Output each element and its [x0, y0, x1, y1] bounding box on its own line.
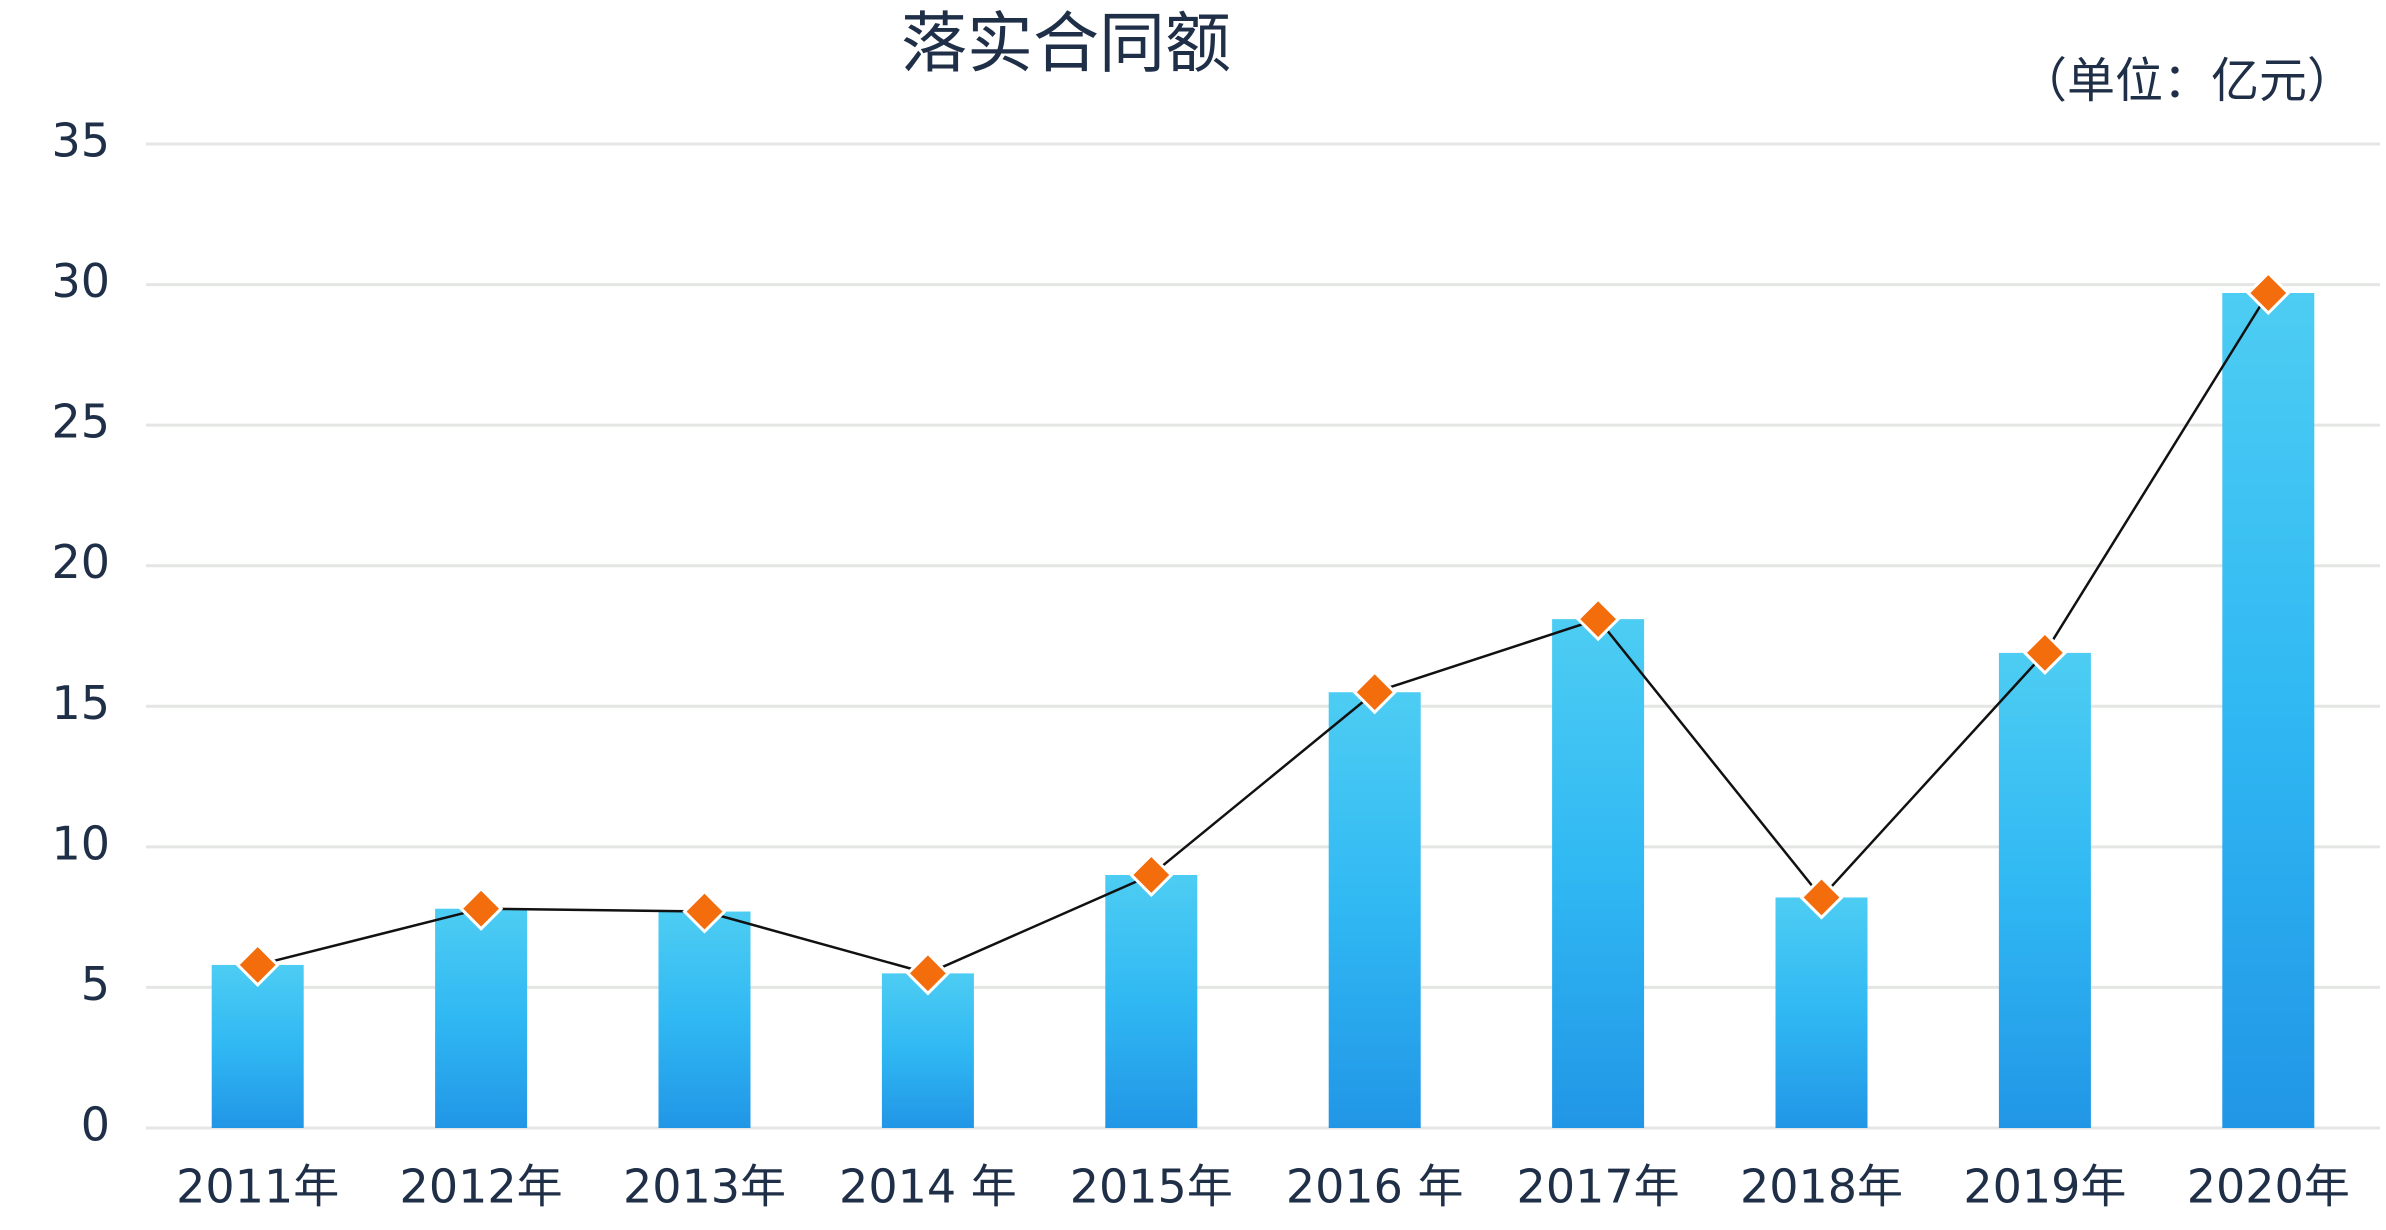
- bar: [658, 911, 751, 1128]
- bar: [1328, 692, 1421, 1128]
- bar: [1105, 874, 1198, 1128]
- y-tick-label: 5: [81, 957, 110, 1011]
- unit-label: （单位：亿元）: [2019, 53, 2355, 109]
- marker: [1799, 875, 1844, 920]
- bar: [211, 964, 304, 1128]
- marker: [682, 889, 727, 934]
- x-tick-label: 2017年: [1517, 1160, 1680, 1214]
- marker: [1575, 597, 1621, 642]
- x-tick-label: 2012年: [400, 1160, 563, 1214]
- marker: [1129, 852, 1174, 898]
- y-tick-label: 15: [51, 676, 110, 730]
- x-tick-label: 2013年: [623, 1160, 786, 1214]
- y-tick-label: 20: [51, 535, 110, 589]
- x-tick-label: 2015年: [1070, 1160, 1233, 1214]
- marker: [2022, 630, 2068, 675]
- y-tick-label: 0: [81, 1098, 110, 1152]
- marker: [1352, 670, 1397, 715]
- marker: [235, 942, 280, 988]
- chart-title: 落实合同额: [901, 5, 1231, 82]
- marker: [905, 951, 951, 996]
- bar: [2222, 293, 2315, 1128]
- bar: [1998, 652, 2091, 1128]
- x-tick-label: 2018年: [1740, 1160, 1903, 1214]
- y-tick-label: 30: [51, 254, 110, 308]
- bar: [435, 908, 528, 1128]
- x-tick-label: 2016 年: [1286, 1160, 1464, 1214]
- bar: [1552, 619, 1645, 1128]
- marker: [458, 886, 504, 931]
- x-tick-label: 2020年: [2187, 1160, 2350, 1214]
- x-tick-label: 2011年: [176, 1160, 339, 1214]
- x-tick-label: 2019年: [1963, 1160, 2126, 1214]
- x-tick-label: 2014 年: [839, 1160, 1017, 1214]
- trend-line: [257, 292, 2270, 975]
- y-tick-label: 10: [51, 816, 110, 870]
- bar: [1775, 897, 1868, 1128]
- y-tick-label: 25: [51, 395, 110, 449]
- y-tick-label: 35: [51, 114, 110, 168]
- marker: [2246, 270, 2291, 316]
- bar: [881, 973, 974, 1128]
